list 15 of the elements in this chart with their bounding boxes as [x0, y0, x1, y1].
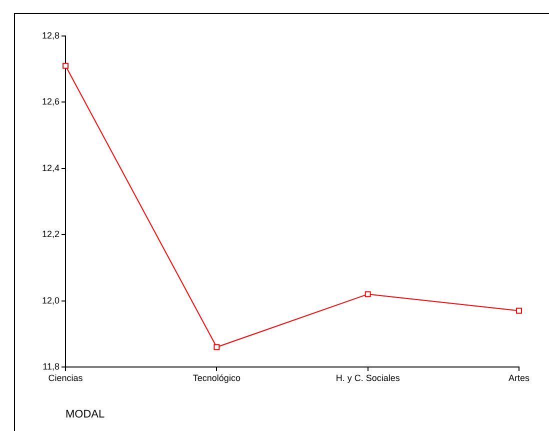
y-tick-label: 12,4 — [42, 162, 60, 173]
y-tick-label: 12,0 — [42, 295, 60, 306]
x-tick-label: H. y C. Sociales — [336, 372, 400, 383]
y-tick-label: 11,8 — [42, 361, 60, 372]
y-tick-label: 12,8 — [42, 30, 60, 40]
x-tick-label: Ciencias — [48, 372, 84, 383]
point — [364, 291, 371, 298]
point — [214, 344, 220, 350]
x-tick-label: Artes — [508, 372, 530, 383]
x-tick-label: Tecnológico — [192, 372, 240, 383]
y-tick-label: 12,6 — [42, 96, 60, 107]
point — [62, 62, 68, 69]
x-axis-title: MODAL — [66, 408, 105, 420]
y-tick-label: 12,2 — [42, 229, 60, 240]
point — [516, 308, 522, 314]
